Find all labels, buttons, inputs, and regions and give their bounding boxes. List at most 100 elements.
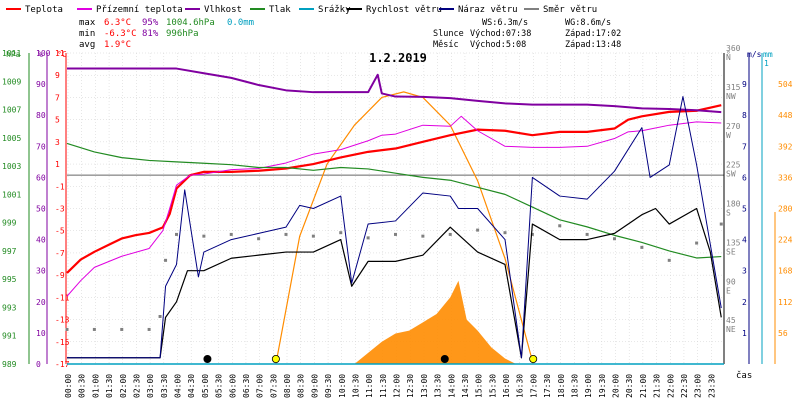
axis-tick-temperature: 11 bbox=[55, 49, 65, 58]
axis-tick-solar: 280 bbox=[778, 205, 793, 214]
axis-tick-humidity: 90 bbox=[36, 80, 46, 89]
series-line bbox=[66, 104, 722, 274]
x-tick-label: 17:00 bbox=[529, 374, 538, 398]
stats-min-hum: 81% bbox=[142, 29, 159, 39]
axis-tick-direction: 90 bbox=[726, 277, 736, 286]
x-tick-label: 13:30 bbox=[434, 374, 443, 398]
chart-title: 1.2.2019 bbox=[369, 51, 427, 65]
axis-tick-wind: 9 bbox=[742, 80, 747, 89]
moonrise-marker bbox=[203, 354, 212, 363]
axis-tick-direction-compass: E bbox=[726, 286, 731, 295]
x-tick-label: 21:00 bbox=[639, 374, 648, 398]
axis-tick-direction-compass: NE bbox=[726, 325, 736, 334]
x-tick-label: 14:30 bbox=[461, 374, 470, 398]
axis-tick-direction-compass: SW bbox=[726, 170, 736, 179]
wind-direction-point bbox=[640, 245, 644, 249]
axis-tick-solar: 504 bbox=[778, 80, 793, 89]
axis-tick-direction: 45 bbox=[726, 316, 736, 325]
x-tick-label: 08:00 bbox=[283, 374, 292, 398]
wind-direction-point bbox=[394, 232, 397, 236]
axis-tick-pressure: 999 bbox=[2, 219, 17, 228]
axis-tick-temperature: 3 bbox=[55, 138, 60, 147]
x-tick-label: 10:30 bbox=[351, 374, 360, 398]
x-tick-label: 11:30 bbox=[379, 374, 388, 398]
x-tick-label: 07:00 bbox=[256, 374, 265, 398]
unit-label-pressure: hPa bbox=[6, 50, 21, 59]
axis-tick-pressure: 989 bbox=[2, 360, 17, 369]
x-tick-label: 21:30 bbox=[653, 374, 662, 398]
moonrise-time: Východ:5:08 bbox=[470, 40, 526, 50]
x-tick-label: 05:30 bbox=[215, 374, 224, 398]
axis-tick-direction: 360 bbox=[726, 44, 741, 53]
x-tick-label: 08:30 bbox=[297, 374, 306, 398]
axis-tick-direction: 180 bbox=[726, 200, 741, 209]
axis-tick-direction-compass: S bbox=[726, 209, 731, 218]
axis-tick-solar: 56 bbox=[778, 329, 788, 338]
axis-tick-wind: 3 bbox=[742, 267, 747, 276]
wind-direction-point bbox=[284, 232, 288, 236]
x-tick-label: 02:00 bbox=[119, 374, 128, 398]
x-tick-label: 09:30 bbox=[324, 374, 333, 398]
axis-tick-humidity: 20 bbox=[36, 298, 46, 307]
axis-tick-temperature: 5 bbox=[55, 116, 60, 125]
unit-label-direction: ° bbox=[726, 50, 731, 59]
x-axis-title: čas bbox=[736, 370, 752, 381]
stats-max-label: max bbox=[79, 18, 96, 28]
wind-direction-point bbox=[667, 258, 671, 262]
axis-tick-solar: 224 bbox=[778, 236, 793, 245]
x-tick-label: 22:00 bbox=[666, 374, 675, 398]
x-tick-label: 13:00 bbox=[420, 374, 429, 398]
x-tick-label: 10:00 bbox=[338, 374, 347, 398]
stats-max-temp: 6.3°C bbox=[104, 18, 131, 28]
wind-direction-point bbox=[147, 327, 151, 331]
series-line bbox=[67, 67, 722, 114]
stats-min-label: min bbox=[79, 29, 95, 39]
wind-direction-point bbox=[448, 232, 452, 236]
axis-tick-humidity: 70 bbox=[36, 142, 46, 151]
axis-tick-wind: 7 bbox=[742, 142, 747, 151]
axis-tick-wind: 2 bbox=[742, 298, 747, 307]
wind-direction-point bbox=[120, 327, 124, 331]
x-tick-label: 15:00 bbox=[475, 374, 484, 398]
stats-panel: max 6.3°C 95% 1004.6hPa 0.0mm min -6.3°C… bbox=[79, 18, 254, 50]
axis-tick-temperature: -17 bbox=[55, 360, 70, 369]
theoretical-solar-line bbox=[275, 91, 534, 365]
axis-tick-direction: 315 bbox=[726, 83, 741, 92]
series-layer bbox=[65, 67, 724, 365]
axis-tick-temperature: -3 bbox=[55, 205, 65, 214]
unit-label-temperature: °C bbox=[57, 50, 67, 59]
axis-tick-pressure: 1001 bbox=[2, 190, 21, 199]
x-tick-label: 01:00 bbox=[91, 374, 100, 398]
x-tick-label: 12:00 bbox=[393, 374, 402, 398]
axis-tick-humidity: 80 bbox=[36, 111, 46, 120]
x-tick-label: 16:00 bbox=[502, 374, 511, 398]
wind-direction-point bbox=[613, 237, 616, 241]
x-tick-label: 23:00 bbox=[694, 374, 703, 398]
stats-min-press: 996hPa bbox=[166, 29, 199, 39]
x-tick-label: 07:30 bbox=[269, 374, 278, 398]
wind-direction-point bbox=[585, 232, 589, 236]
axis-tick-temperature: 7 bbox=[55, 93, 60, 102]
axis-tick-direction-compass: NW bbox=[726, 92, 736, 101]
axis-tick-direction-compass: SE bbox=[726, 247, 736, 256]
unit-label-rain: mm bbox=[763, 50, 773, 59]
axis-tick-wind: 1 bbox=[742, 329, 747, 338]
axis-tick-temperature: -15 bbox=[55, 338, 70, 347]
series-line bbox=[66, 115, 722, 297]
x-tick-label: 20:30 bbox=[625, 374, 634, 398]
legend-label: Směr větru bbox=[543, 5, 597, 15]
axis-tick-humidity: 10 bbox=[36, 329, 46, 338]
axis-tick-temperature: -1 bbox=[55, 182, 65, 191]
x-tick-label: 11:00 bbox=[365, 374, 374, 398]
x-tick-label: 02:30 bbox=[132, 374, 141, 398]
axis-unit-labels: hPa% °C ° m/s mm bbox=[6, 50, 773, 59]
axis-tick-pressure: 993 bbox=[2, 303, 17, 312]
unit-label-humidity: % bbox=[38, 50, 43, 59]
x-tick-label: 03:30 bbox=[160, 374, 169, 398]
axis-tick-humidity: 50 bbox=[36, 205, 46, 214]
axis-tick-solar: 392 bbox=[778, 142, 793, 151]
axis-tick-temperature: -7 bbox=[55, 249, 65, 258]
moon-label: Měsíc bbox=[433, 40, 459, 50]
legend-label: Náraz větru bbox=[458, 5, 518, 15]
x-tick-label: 09:00 bbox=[310, 374, 319, 398]
